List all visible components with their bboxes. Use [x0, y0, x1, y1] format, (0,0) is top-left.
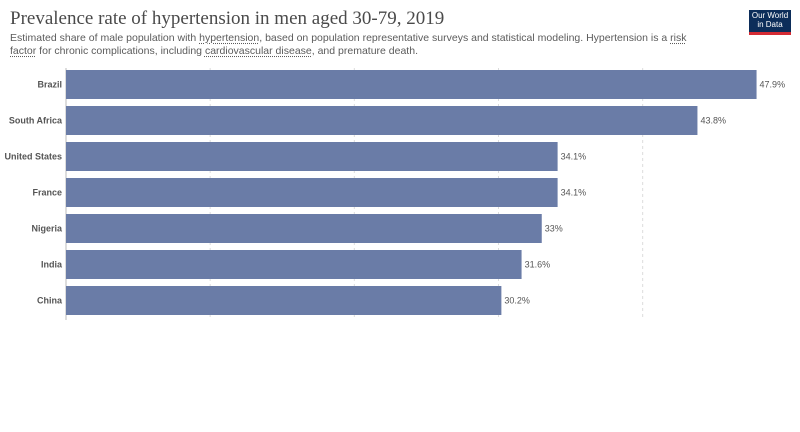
bar	[66, 214, 542, 243]
category-label: Brazil	[37, 80, 62, 90]
cardiovascular-disease-link[interactable]: cardiovascular disease	[204, 45, 312, 57]
bar	[66, 250, 522, 279]
hypertension-link[interactable]: hypertension	[199, 32, 260, 44]
bar	[66, 286, 502, 315]
value-label: 30.2%	[504, 296, 530, 306]
value-label: 47.9%	[760, 80, 786, 90]
value-label: 33%	[545, 224, 563, 234]
subtitle-text: for chronic complications, including	[36, 45, 205, 57]
subtitle-text: , and premature death.	[311, 45, 418, 57]
subtitle-text: , based on population representative sur…	[259, 32, 671, 44]
logo-line1: Our World	[751, 11, 789, 20]
value-label: 34.1%	[561, 188, 587, 198]
bar	[66, 106, 698, 135]
owid-logo[interactable]: Our World in Data	[749, 10, 791, 35]
category-label: United States	[4, 152, 62, 162]
value-label: 31.6%	[525, 260, 551, 270]
logo-line2: in Data	[757, 20, 783, 29]
category-label: India	[41, 260, 63, 270]
value-label: 43.8%	[700, 116, 726, 126]
bar	[66, 70, 757, 99]
category-label: France	[32, 188, 62, 198]
risk-factor-link[interactable]: risk factor	[10, 32, 687, 57]
chart-title: Prevalence rate of hypertension in men a…	[10, 8, 445, 29]
bar	[66, 142, 558, 171]
bar	[66, 178, 558, 207]
value-label: 34.1%	[561, 152, 587, 162]
category-label: China	[37, 296, 63, 306]
category-label: South Africa	[9, 116, 63, 126]
chart-subtitle: Estimated share of male population with …	[10, 32, 710, 58]
category-label: Nigeria	[31, 224, 63, 234]
subtitle-text: Estimated share of male population with	[10, 32, 200, 44]
